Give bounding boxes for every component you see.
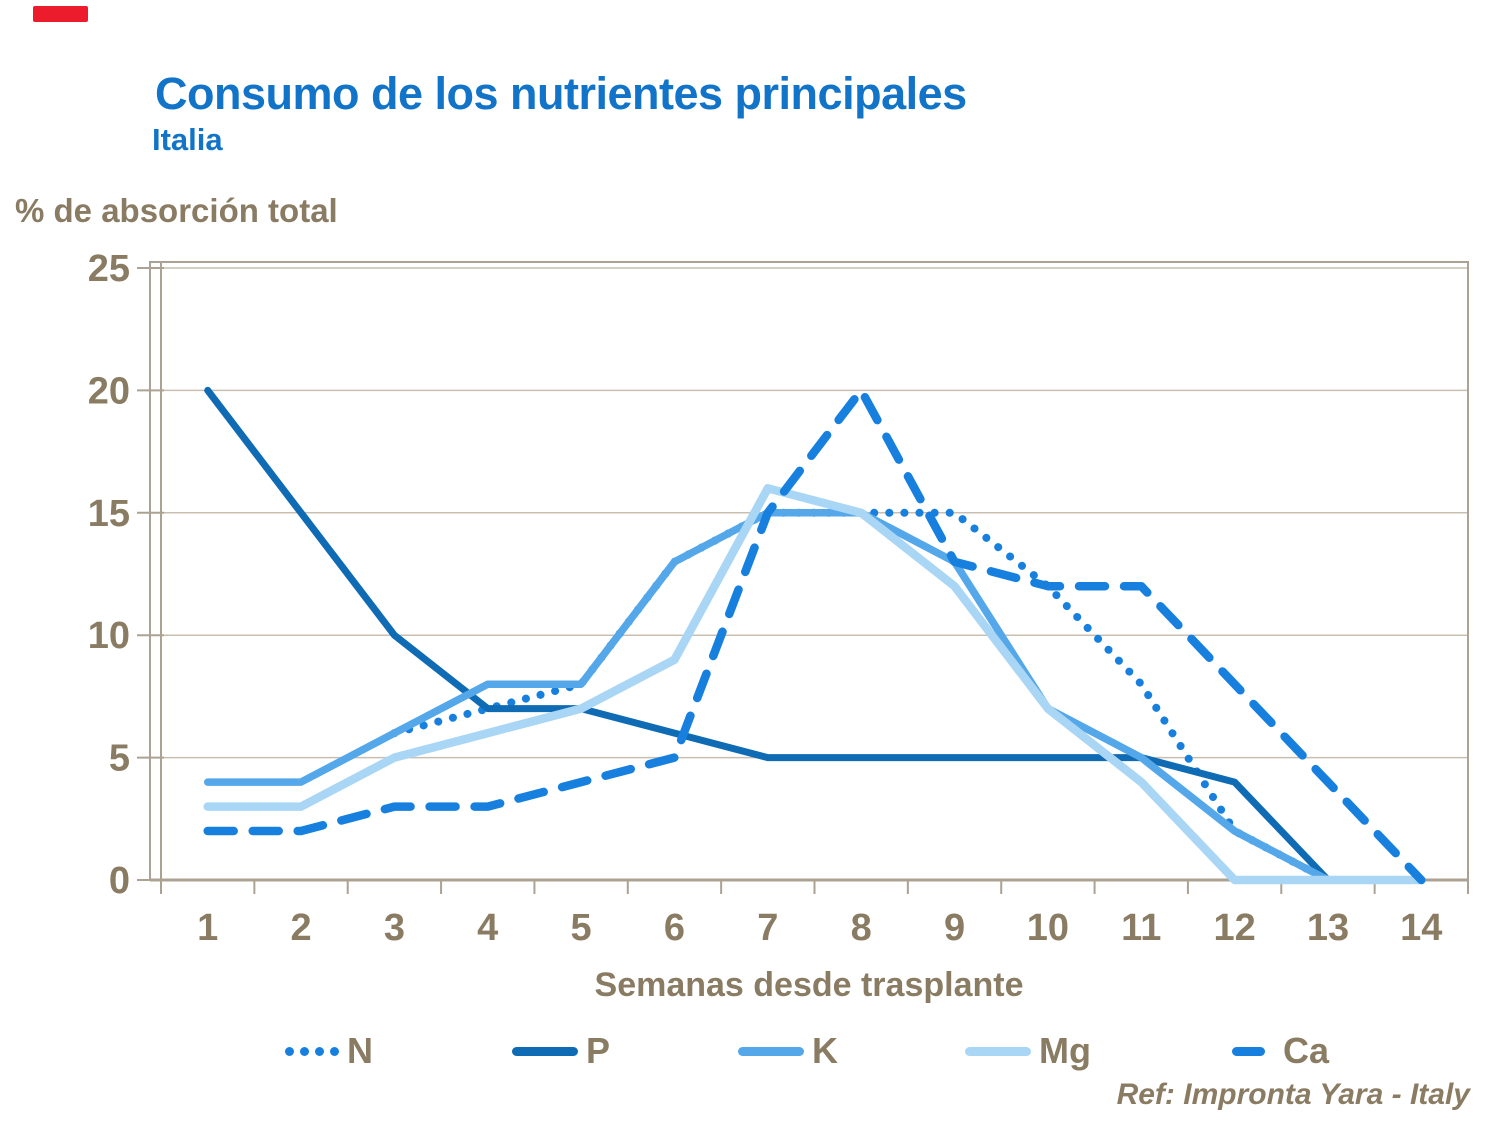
y-tick-label: 10: [88, 615, 130, 657]
legend-item-K: K: [738, 1028, 838, 1074]
x-tick-label: 2: [290, 907, 311, 949]
x-axis-title: Semanas desde trasplante: [594, 966, 1024, 1004]
page-subtitle: Italia: [152, 122, 223, 157]
x-tick-label: 7: [757, 907, 778, 949]
series-line-Ca: [203, 386, 1426, 885]
x-tick-label: 12: [1213, 907, 1255, 949]
x-tick-label: 5: [571, 907, 592, 949]
x-tick-label: 11: [1121, 907, 1161, 949]
y-tick-label: 5: [109, 738, 130, 780]
x-tick-label: 13: [1307, 907, 1349, 949]
series-line-Mg: [203, 484, 1426, 885]
legend-swatch-Ca: [1232, 1046, 1265, 1056]
series-line-K: [203, 509, 1426, 884]
x-tick-label: 4: [477, 907, 498, 949]
legend-label-Ca: Ca: [1283, 1030, 1330, 1071]
legend-label-N: N: [347, 1030, 373, 1071]
x-tick-label: 10: [1027, 907, 1069, 949]
legend-swatch-Mg: [965, 1046, 1031, 1056]
legend-item-N: N: [285, 1028, 373, 1074]
legend: N P K Mg Ca: [0, 1028, 1500, 1074]
legend-swatch-K: [738, 1046, 804, 1056]
legend-swatch-N: [285, 1046, 339, 1056]
legend-item-Ca: Ca: [1222, 1028, 1329, 1074]
legend-item-P: P: [512, 1028, 610, 1074]
legend-label-P: P: [586, 1030, 611, 1071]
y-tick-label: 20: [88, 370, 130, 412]
y-tick-label: 0: [109, 860, 130, 902]
page-title: Consumo de los nutrientes principales: [155, 68, 967, 119]
x-tick-label: 3: [384, 907, 405, 949]
reference-note: Ref: Impronta Yara - Italy: [1116, 1078, 1470, 1111]
x-tick-label: 6: [664, 907, 685, 949]
legend-label-Mg: Mg: [1039, 1030, 1091, 1071]
legend-swatch-P: [512, 1046, 578, 1056]
x-tick-label: 14: [1400, 907, 1442, 949]
x-tick-label: 9: [944, 907, 965, 949]
x-tick-label: 1: [197, 907, 218, 949]
brand-red-bar: [33, 6, 88, 22]
legend-label-K: K: [812, 1030, 838, 1071]
y-axis-title: % de absorción total: [15, 192, 338, 229]
y-tick-label: 25: [88, 248, 130, 290]
legend-item-Mg: Mg: [965, 1028, 1091, 1074]
y-tick-label: 15: [88, 493, 130, 535]
x-tick-label: 8: [851, 907, 872, 949]
